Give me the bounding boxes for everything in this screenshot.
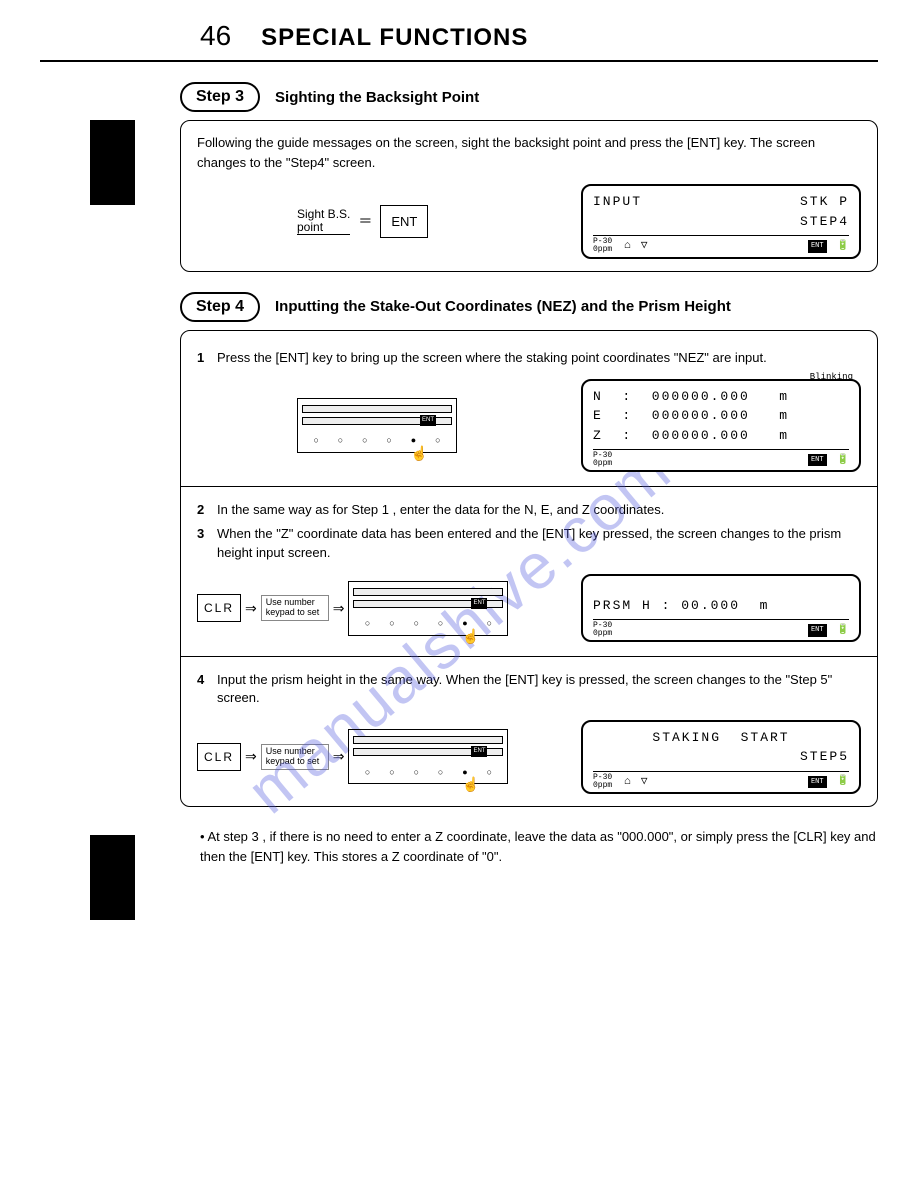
up-icon: ⌂ (624, 774, 631, 791)
step4-pill: Step 4 (180, 292, 260, 322)
arrow-icon: ⇒ (333, 746, 345, 767)
ent-chip-icon: ENT (808, 454, 827, 467)
keypad-diagram-2: ENT ○○○○●○ ☝ (348, 581, 508, 636)
sight-bs-label: Sight B.S. point (297, 208, 350, 235)
footnote: • At step 3 , if there is no need to ent… (200, 827, 878, 866)
hand-icon: ☝ (462, 774, 479, 795)
step4-fig1: ENT ○○○○●○ ☝ Blinking N : 000000.000 m E… (197, 379, 861, 473)
ent-button: ENT (380, 205, 428, 239)
step3-intro: Following the guide messages on the scre… (197, 133, 861, 172)
lcd-staking: STAKING START STEP5 P-300ppm ⌂ ▽ ENT 🔋 (581, 720, 861, 795)
page: manualshive.com 46 SPECIAL FUNCTIONS Ste… (0, 0, 918, 1188)
clr-button: CLR (197, 743, 241, 771)
page-header: 46 SPECIAL FUNCTIONS (40, 20, 878, 62)
keypad-note: Use number keypad to set (261, 744, 329, 770)
content: Step 3 Sighting the Backsight Point Foll… (180, 82, 878, 866)
clr-button: CLR (197, 594, 241, 622)
ent-chip-icon: ENT (808, 776, 827, 789)
step4-item2: 2 In the same way as for Step 1 , enter … (197, 501, 861, 519)
battery-icon: 🔋 (837, 774, 849, 789)
down-icon: ▽ (641, 238, 648, 255)
clr-keypad-group-1: CLR ⇒ Use number keypad to set ⇒ ENT ○○○… (197, 581, 508, 636)
step4-item1: 1 Press the [ENT] key to bring up the sc… (197, 349, 861, 367)
lcd-step3: INPUT STK P STEP4 P-30 0ppm ⌂ (581, 184, 861, 259)
battery-icon: 🔋 (837, 623, 849, 638)
step4-item4: 4 Input the prism height in the same way… (197, 671, 861, 707)
step4-header: Step 4 Inputting the Stake-Out Coordinat… (180, 292, 878, 322)
step4-item3: 3 When the "Z" coordinate data has been … (197, 525, 861, 561)
arrow-icon: ⇒ (245, 598, 257, 619)
step4-fig3: CLR ⇒ Use number keypad to set ⇒ ENT ○○○… (197, 720, 861, 795)
battery-icon: 🔋 (837, 239, 849, 254)
lcd-nez: Blinking N : 000000.000 m E : 000000.000… (581, 379, 861, 473)
step4-title: Inputting the Stake-Out Coordinates (NEZ… (275, 298, 731, 315)
separator (181, 656, 877, 657)
thumb-tab-1 (90, 120, 135, 205)
ent-chip-icon: ENT (808, 624, 827, 637)
thumb-tab-2 (90, 835, 135, 920)
step3-title: Sighting the Backsight Point (275, 89, 479, 106)
step3-figure-row: Sight B.S. point ＝ ENT INPUT STK P STEP4 (197, 184, 861, 259)
lcd-prsm: PRSM H : 00.000 m P-300ppm ENT 🔋 (581, 574, 861, 643)
page-number: 46 (200, 20, 231, 52)
battery-icon: 🔋 (837, 453, 849, 468)
keypad-diagram-3: ENT ○○○○●○ ☝ (348, 729, 508, 784)
keypad-diagram-1: ENT ○○○○●○ ☝ (297, 398, 457, 453)
hand-icon: ☝ (411, 443, 428, 464)
sight-bs-group: Sight B.S. point ＝ ENT (297, 205, 428, 239)
step3-box: Following the guide messages on the scre… (180, 120, 878, 272)
equals-sign: ＝ (358, 211, 372, 232)
step3-header: Step 3 Sighting the Backsight Point (180, 82, 878, 112)
down-icon: ▽ (641, 774, 648, 791)
keypad-note: Use number keypad to set (261, 595, 329, 621)
arrow-icon: ⇒ (333, 598, 345, 619)
up-icon: ⌂ (624, 238, 631, 255)
page-title: SPECIAL FUNCTIONS (261, 24, 528, 52)
clr-keypad-group-2: CLR ⇒ Use number keypad to set ⇒ ENT ○○○… (197, 729, 508, 784)
blinking-label: Blinking (810, 371, 853, 385)
arrow-icon: ⇒ (245, 746, 257, 767)
step3-pill: Step 3 (180, 82, 260, 112)
lcd-side-labels: P-30 0ppm (593, 238, 612, 254)
ent-chip-icon: ENT (808, 240, 827, 253)
lcd-icons: ⌂ ▽ (624, 238, 647, 255)
separator (181, 486, 877, 487)
step4-box: 1 Press the [ENT] key to bring up the sc… (180, 330, 878, 808)
hand-icon: ☝ (462, 626, 479, 647)
step4-fig2: CLR ⇒ Use number keypad to set ⇒ ENT ○○○… (197, 574, 861, 643)
